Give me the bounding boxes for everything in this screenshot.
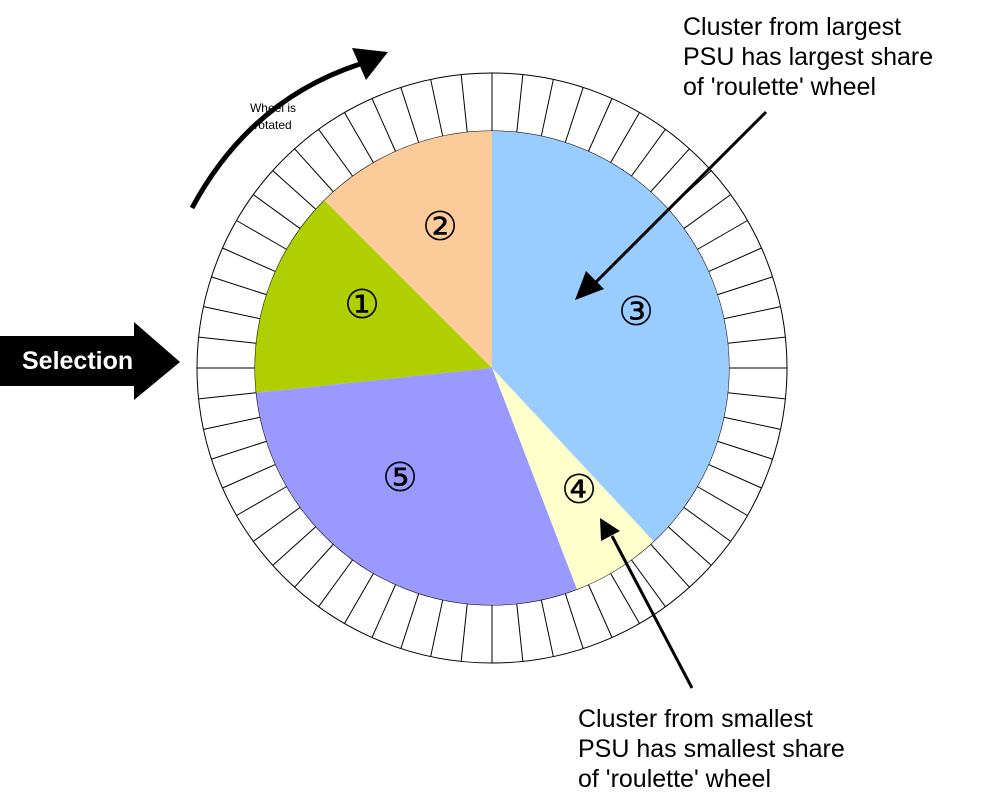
rim-slot-divider bbox=[630, 559, 666, 607]
rim-slot-divider bbox=[236, 220, 288, 250]
largest-pointer-head bbox=[575, 271, 604, 300]
wheel-segment-5-label: ⑤ bbox=[382, 455, 418, 501]
wheel-segment-3 bbox=[492, 131, 729, 542]
rim-slot-divider bbox=[696, 220, 748, 250]
rim-slot-divider bbox=[564, 593, 584, 649]
annotation-largest-line-1: Cluster from largest bbox=[683, 13, 902, 41]
rim-slot-divider bbox=[587, 584, 613, 638]
rim-slot-divider bbox=[211, 276, 267, 296]
rim-slot-divider bbox=[222, 247, 276, 273]
rim-slot-divider bbox=[400, 593, 420, 649]
rim-slot-divider bbox=[683, 194, 731, 230]
rim-slot-divider bbox=[540, 599, 554, 657]
rim-slot-divider bbox=[272, 170, 317, 210]
rotation-arrow bbox=[189, 61, 361, 210]
rim-slot-divider bbox=[344, 112, 374, 164]
rim-slot-divider bbox=[198, 392, 257, 400]
rim-slot-divider bbox=[294, 148, 334, 193]
selection-label: Selection bbox=[22, 347, 134, 375]
rim-slot-divider bbox=[253, 194, 301, 230]
rim-slot-divider bbox=[727, 392, 786, 400]
rim-slot-divider bbox=[708, 247, 762, 273]
rotation-label-line-1: Wheel is bbox=[249, 101, 296, 115]
smallest-pointer-head bbox=[600, 518, 620, 541]
largest-pointer-line bbox=[590, 110, 768, 288]
rim-slot-divider bbox=[371, 584, 397, 638]
annotation-largest-line-2: PSU has largest share bbox=[683, 43, 934, 71]
rim-slot-divider bbox=[587, 98, 613, 152]
wheel-segment-2 bbox=[324, 131, 492, 368]
rim-slot-divider bbox=[400, 87, 420, 143]
annotation-smallest-line-1: Cluster from smallest bbox=[578, 705, 813, 733]
roulette-wheel: ①② ③ ④ ⑤ bbox=[196, 72, 788, 664]
annotation-largest-line-3: of 'roulette' wheel bbox=[683, 73, 876, 101]
rim-slot-divider bbox=[667, 526, 712, 566]
wheel-segments bbox=[255, 131, 729, 605]
rim-slot-divider bbox=[630, 129, 666, 177]
rim-slot-divider bbox=[253, 506, 301, 542]
rim-slot-divider bbox=[696, 486, 748, 516]
rotation-arrowhead bbox=[352, 48, 388, 80]
rim-slot-divider bbox=[272, 526, 317, 566]
rim-slot-divider bbox=[610, 572, 640, 624]
wheel-segment-1-label: ① bbox=[344, 282, 380, 328]
rim-slot-divider bbox=[430, 79, 444, 137]
rim-slot-divider bbox=[371, 98, 397, 152]
rim-slot-divider bbox=[683, 506, 731, 542]
wheel-segment-2-label: ② bbox=[422, 204, 458, 250]
rim-slot-divider bbox=[516, 74, 524, 133]
rim-slot-divider bbox=[717, 276, 773, 296]
wheel-segment-5 bbox=[256, 368, 577, 605]
rim-slot-divider bbox=[516, 603, 524, 662]
rim-slot-divider bbox=[236, 486, 288, 516]
annotation-smallest: Cluster from smallest PSU has smallest s… bbox=[578, 704, 845, 794]
rim-slot-divider bbox=[564, 87, 584, 143]
wheel-segment-4-label: ④ bbox=[561, 467, 597, 513]
rim-slot-divider bbox=[430, 599, 444, 657]
rim-slot-divider bbox=[650, 148, 690, 193]
wheel-segment-1 bbox=[255, 200, 492, 393]
rim-slot-divider bbox=[540, 79, 554, 137]
rotation-label-line-2: rotated bbox=[254, 118, 292, 132]
rim-slot-divider bbox=[610, 112, 640, 164]
rim-slot-divider bbox=[344, 572, 374, 624]
rim-slot-divider bbox=[723, 416, 781, 430]
smallest-pointer-line bbox=[610, 535, 694, 689]
rim-slot-divider bbox=[318, 559, 354, 607]
rotation-label: Wheel is rotated bbox=[238, 100, 308, 134]
rim-slot-divider bbox=[294, 543, 334, 588]
wheel-segment-3-label: ③ bbox=[618, 289, 654, 335]
rim-slot-divider bbox=[708, 463, 762, 489]
rim-slot-divider bbox=[203, 416, 261, 430]
wheel-segment-labels: ①② ③ ④ ⑤ bbox=[344, 204, 654, 513]
annotation-smallest-line-3: of 'roulette' wheel bbox=[578, 765, 771, 793]
annotation-smallest-line-2: PSU has smallest share bbox=[578, 735, 845, 763]
rim-slot-divider bbox=[460, 74, 468, 133]
selection-arrow bbox=[0, 322, 180, 400]
rim-slot-divider bbox=[717, 440, 773, 460]
rim-slot-divider bbox=[203, 306, 261, 320]
rim-slot-divider bbox=[727, 336, 786, 344]
rim-slot-divider bbox=[723, 306, 781, 320]
annotation-largest: Cluster from largest PSU has largest sha… bbox=[683, 12, 933, 102]
rim-slot-divider bbox=[650, 543, 690, 588]
rim-slot-divider bbox=[460, 603, 468, 662]
rim-slot-divider bbox=[318, 129, 354, 177]
rim-slot-divider bbox=[198, 336, 257, 344]
rim-slot-divider bbox=[211, 440, 267, 460]
rim-slot-divider bbox=[222, 463, 276, 489]
